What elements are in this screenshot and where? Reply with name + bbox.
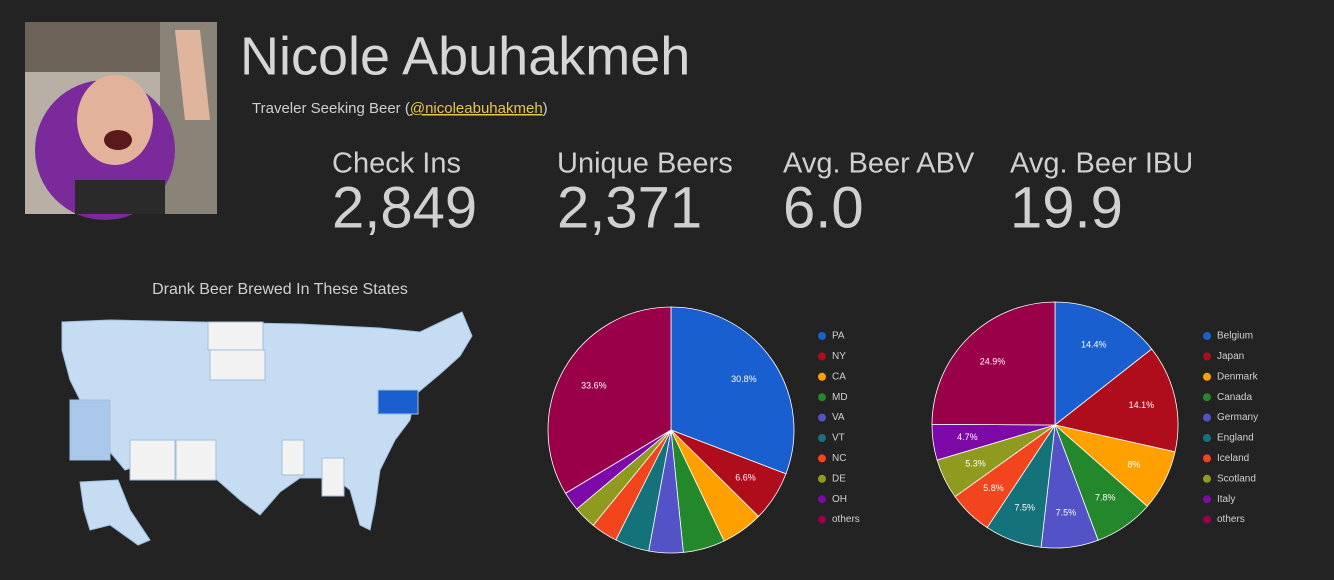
stat-label: Check Ins — [332, 148, 461, 180]
legend-swatch — [818, 454, 826, 463]
legend-swatch — [1203, 434, 1211, 442]
legend-swatch — [818, 474, 826, 483]
legend-label: NY — [832, 351, 846, 362]
slice-label: 14.4% — [1081, 340, 1107, 350]
slice-label: 24.9% — [980, 357, 1006, 367]
legend-swatch — [818, 515, 826, 524]
legend-swatch — [818, 393, 826, 402]
stat-value: 2,371 — [557, 175, 702, 240]
legend-swatch — [818, 332, 826, 340]
slice-label: 4.7% — [957, 432, 978, 442]
pie-slice — [670, 306, 795, 475]
legend-label: Iceland — [1217, 453, 1249, 464]
legend-swatch — [818, 352, 826, 361]
legend-label: others — [1217, 514, 1245, 525]
stat-value: 19.9 — [1010, 175, 1123, 240]
legend-label: CA — [832, 371, 846, 382]
legend-label: Japan — [1217, 351, 1244, 362]
stat-value: 6.0 — [783, 175, 864, 240]
us-map — [61, 311, 473, 546]
subtitle-suffix: ) — [543, 100, 548, 117]
legend-label: Germany — [1217, 412, 1258, 423]
slice-label: 6.6% — [735, 472, 756, 482]
legend-label: DE — [832, 473, 846, 484]
slice-label: 14.1% — [1129, 400, 1155, 410]
charts: 30.8% PA 6.6% NY CA MD VA VT NC DE OH 33.6% others 14… — [547, 301, 1259, 554]
legend-label: MD — [832, 392, 848, 403]
legend-label: others — [832, 514, 860, 525]
stat-value: 2,849 — [332, 175, 477, 240]
legend-swatch — [1203, 352, 1211, 361]
legend-swatch — [1203, 474, 1211, 483]
legend-swatch — [1203, 393, 1211, 402]
legend-swatch — [1203, 332, 1211, 340]
pie-slice — [931, 301, 1056, 426]
legend-swatch — [1203, 454, 1211, 463]
legend-label: NC — [832, 453, 846, 464]
legend-label: VA — [832, 412, 845, 423]
legend-swatch — [818, 372, 826, 381]
legend-swatch — [818, 413, 826, 422]
slice-label: 7.5% — [1014, 503, 1035, 513]
slice-label: 8% — [1127, 460, 1140, 470]
legend-label: Belgium — [1217, 331, 1253, 342]
legend-swatch — [1203, 413, 1211, 422]
stat-label: Unique Beers — [557, 148, 733, 180]
legend-label: England — [1217, 433, 1254, 444]
pie-slice — [1054, 348, 1179, 453]
legend-label: Italy — [1217, 494, 1235, 505]
legend-label: OH — [832, 494, 847, 505]
avatar — [25, 22, 217, 220]
profile-name: Nicole Abuhakmeh — [240, 26, 690, 86]
legend-swatch — [1203, 495, 1211, 504]
legend-label: VT — [832, 433, 845, 444]
legend-swatch — [1203, 515, 1211, 524]
subtitle: Traveler Seeking Beer (@nicoleabuhakmeh) — [252, 100, 548, 117]
legend-label: Denmark — [1217, 371, 1259, 382]
twitter-handle[interactable]: @nicoleabuhakmeh — [410, 100, 543, 117]
slice-label: 7.5% — [1056, 507, 1077, 517]
slice-label: 33.6% — [581, 381, 607, 391]
map-title: Drank Beer Brewed In These States — [152, 281, 408, 298]
slice-label: 5.8% — [983, 483, 1004, 493]
pie-slice — [1054, 301, 1153, 426]
legend-label: Scotland — [1217, 473, 1256, 484]
slice-label: 5.3% — [965, 458, 986, 468]
slice-label: 30.8% — [731, 374, 757, 384]
legend-label: PA — [832, 331, 845, 342]
legend-label: Canada — [1217, 392, 1252, 403]
legend-swatch — [818, 434, 826, 442]
stat-label: Avg. Beer ABV — [783, 148, 975, 180]
slice-label: 7.8% — [1095, 492, 1116, 502]
stat-label: Avg. Beer IBU — [1010, 148, 1193, 180]
legend-swatch — [1203, 372, 1211, 381]
pie-slice — [547, 306, 672, 494]
legend-swatch — [818, 495, 826, 504]
subtitle-prefix: Traveler Seeking Beer ( — [252, 100, 410, 117]
